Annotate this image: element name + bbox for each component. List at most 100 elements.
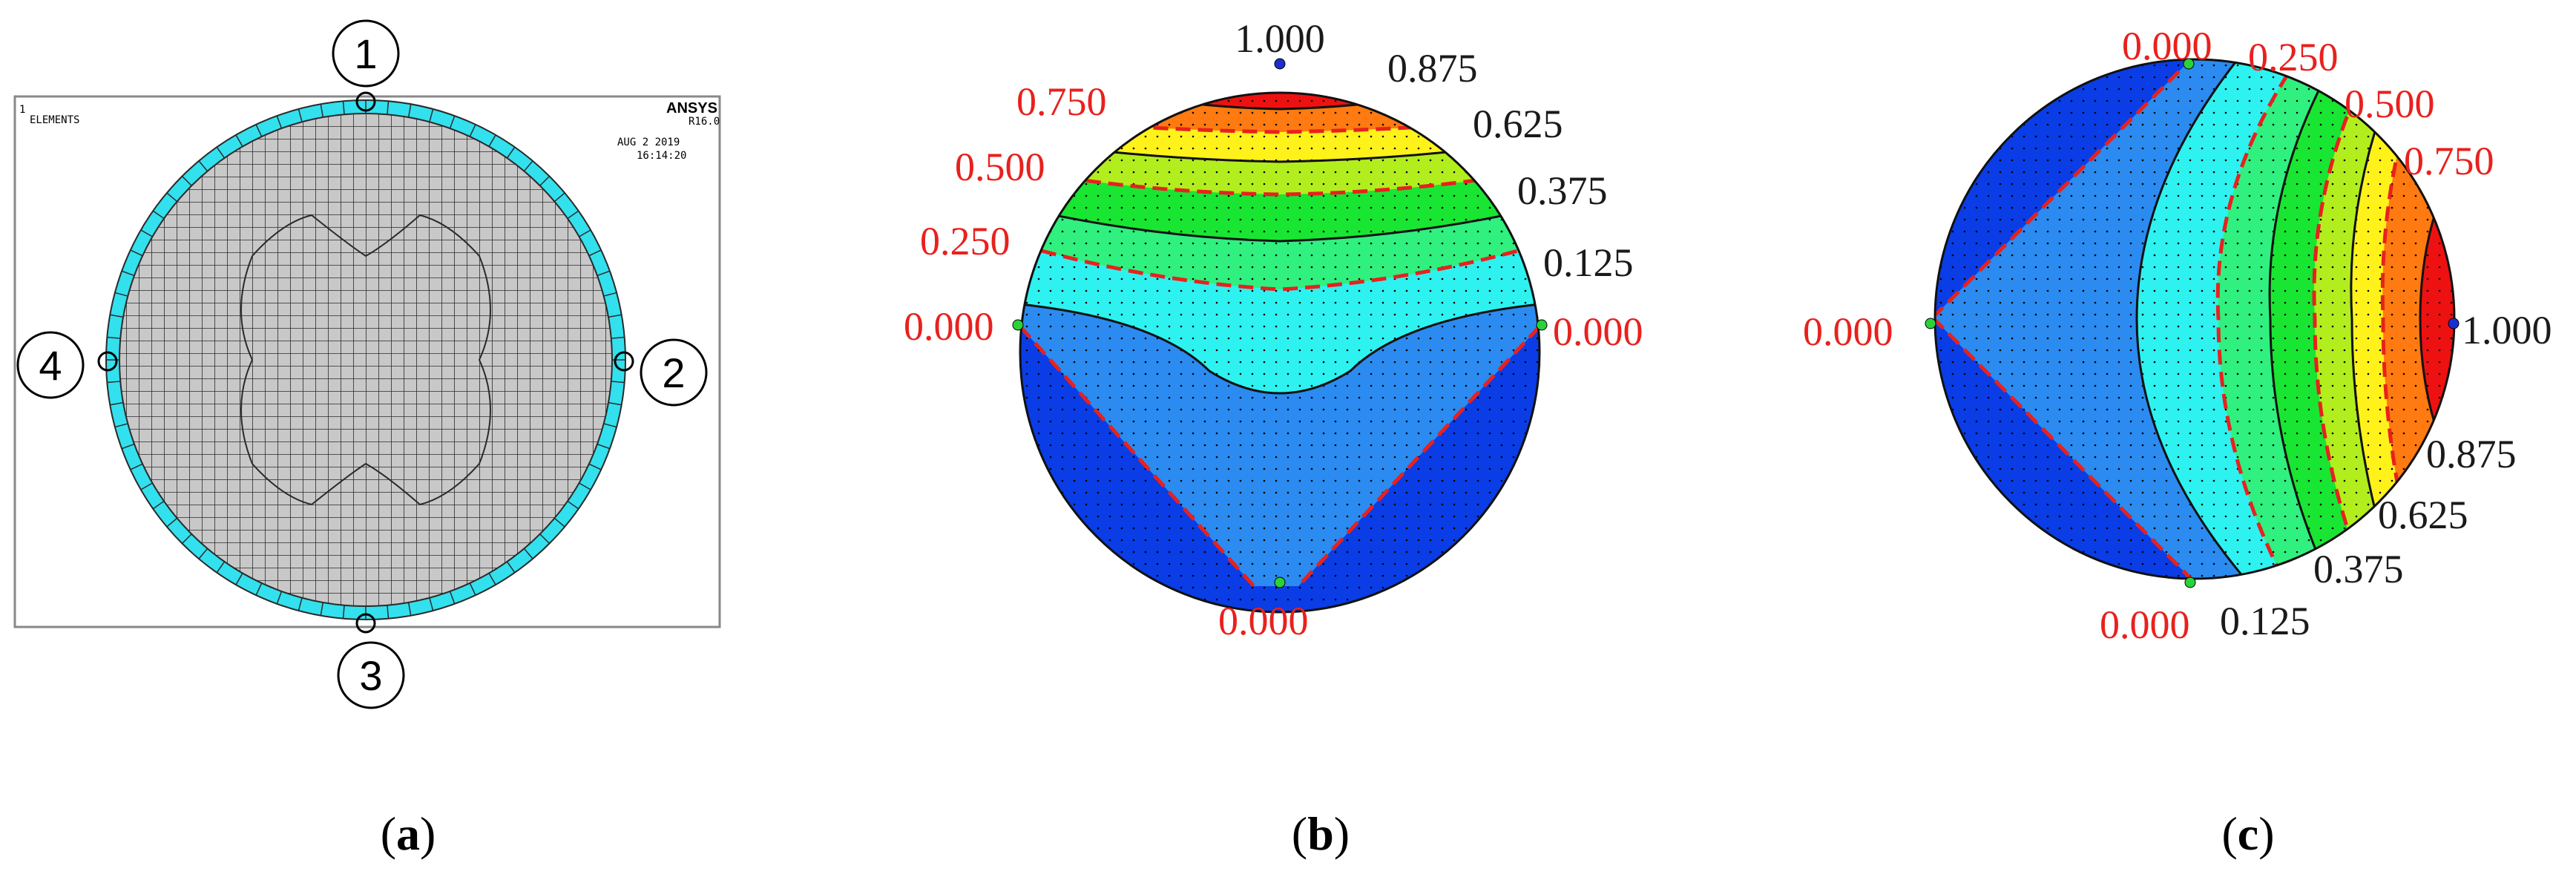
ring-tick [611,381,625,384]
ring-tick [539,533,551,545]
ring-tick [387,605,390,619]
ring-tick [235,573,243,585]
label-b-0250: 0.250 [920,219,1011,263]
ring-tick [608,314,622,318]
point-top-c [2183,58,2195,70]
ring-tick [107,336,121,339]
point-bottom-c [2184,577,2196,588]
label-c-0750: 0.750 [2404,139,2494,183]
ring-tick [130,463,143,470]
ring-tick [121,443,135,450]
ring-tick [429,597,434,611]
point-top-b [1274,58,1286,70]
label-c-0000-left: 0.000 [1803,309,1893,354]
ring-tick [276,591,283,605]
ring-tick [114,423,128,428]
ring-tick [588,249,602,257]
ring-tick [320,602,324,616]
ring-tick [181,175,192,186]
label-c-1000: 1.000 [2462,308,2552,352]
ring-tick [506,561,516,574]
label-b-0000-left: 0.000 [904,304,994,349]
ring-tick [166,192,178,203]
ring-tick [276,115,283,129]
ring-tick [611,336,625,339]
ring-tick [506,146,516,159]
ring-tick [114,292,128,297]
mesh-disk [119,113,613,607]
ring-tick [198,160,208,172]
ansys-version: R16.0 [689,116,720,128]
point-right-b [1536,319,1548,331]
caption-b: (b) [1292,807,1350,860]
panel-c: 0.000 0.250 0.500 0.750 0.000 0.000 1.00… [1803,24,2552,860]
label-c-0000-top: 0.000 [2122,24,2212,68]
node-label-4: 4 [39,342,62,389]
point-left-b [1012,319,1024,331]
label-b-0625: 0.625 [1473,102,1563,146]
label-c-0000-bottom: 0.000 [2100,602,2190,647]
ring-tick [603,423,617,428]
ring-tick [449,115,456,129]
ring-tick [597,443,611,450]
panel-a: 1 ELEMENTS ANSYS R16.0 AUG 2 2019 16:14:… [13,19,721,860]
label-c-0500: 0.500 [2345,82,2435,126]
ring-tick [298,597,303,611]
node-marker-3 [355,613,376,634]
point-left-c [1925,318,1936,329]
disk-outline-b [1019,91,1541,614]
ansys-view-number: 1 [19,104,25,116]
ring-tick [166,517,178,528]
ansys-date: AUG 2 2019 [617,137,680,148]
node-marker-2 [614,351,634,372]
ring-tick [469,124,476,137]
ring-tick [140,482,153,490]
ring-tick [121,270,135,277]
ring-tick [567,210,579,220]
ring-tick [539,175,551,186]
ring-tick [488,573,496,585]
label-b-0875: 0.875 [1387,46,1478,91]
ring-tick [523,548,533,559]
ring-tick [152,210,165,220]
ring-tick [110,314,124,318]
ring-tick [579,229,591,237]
ring-tick [342,101,345,115]
label-c-0250: 0.250 [2248,35,2339,79]
label-c-0375: 0.375 [2313,547,2404,591]
label-c-0875: 0.875 [2426,432,2517,476]
ring-tick [320,104,324,118]
node-badge-4 [16,331,85,399]
ring-tick [342,605,345,619]
label-c-0625: 0.625 [2378,493,2468,537]
ring-tick [216,146,226,159]
mesh-warp [240,214,491,506]
label-c-0125: 0.125 [2220,599,2310,643]
ring-tick [588,463,602,470]
ring-tick [387,101,390,115]
node-marker-4 [97,351,118,372]
ring-tick [407,602,412,616]
ring-tick [488,134,496,147]
ring-tick [107,381,121,384]
ring-tick [407,104,412,118]
ring-tick [553,517,565,528]
ansys-time: 16:14:20 [637,150,686,162]
caption-c: (c) [2221,807,2274,860]
ring-tick [449,591,456,605]
node-label-2: 2 [662,349,685,396]
ring-tick [608,401,622,406]
ring-tick [553,192,565,203]
point-right-c [2448,318,2460,329]
label-b-0000-bottom: 0.000 [1218,599,1309,643]
ring-tick [567,500,579,510]
panel-b: 1.000 0.875 0.625 0.375 0.125 0.750 0.50… [904,16,1643,860]
ring-tick [110,401,124,406]
ring-tick [603,292,617,297]
node-marker-1 [355,91,376,112]
ring-tick [198,548,208,559]
ring-tick [298,108,303,122]
ring-tick [130,249,143,257]
label-b-0125: 0.125 [1543,240,1634,285]
